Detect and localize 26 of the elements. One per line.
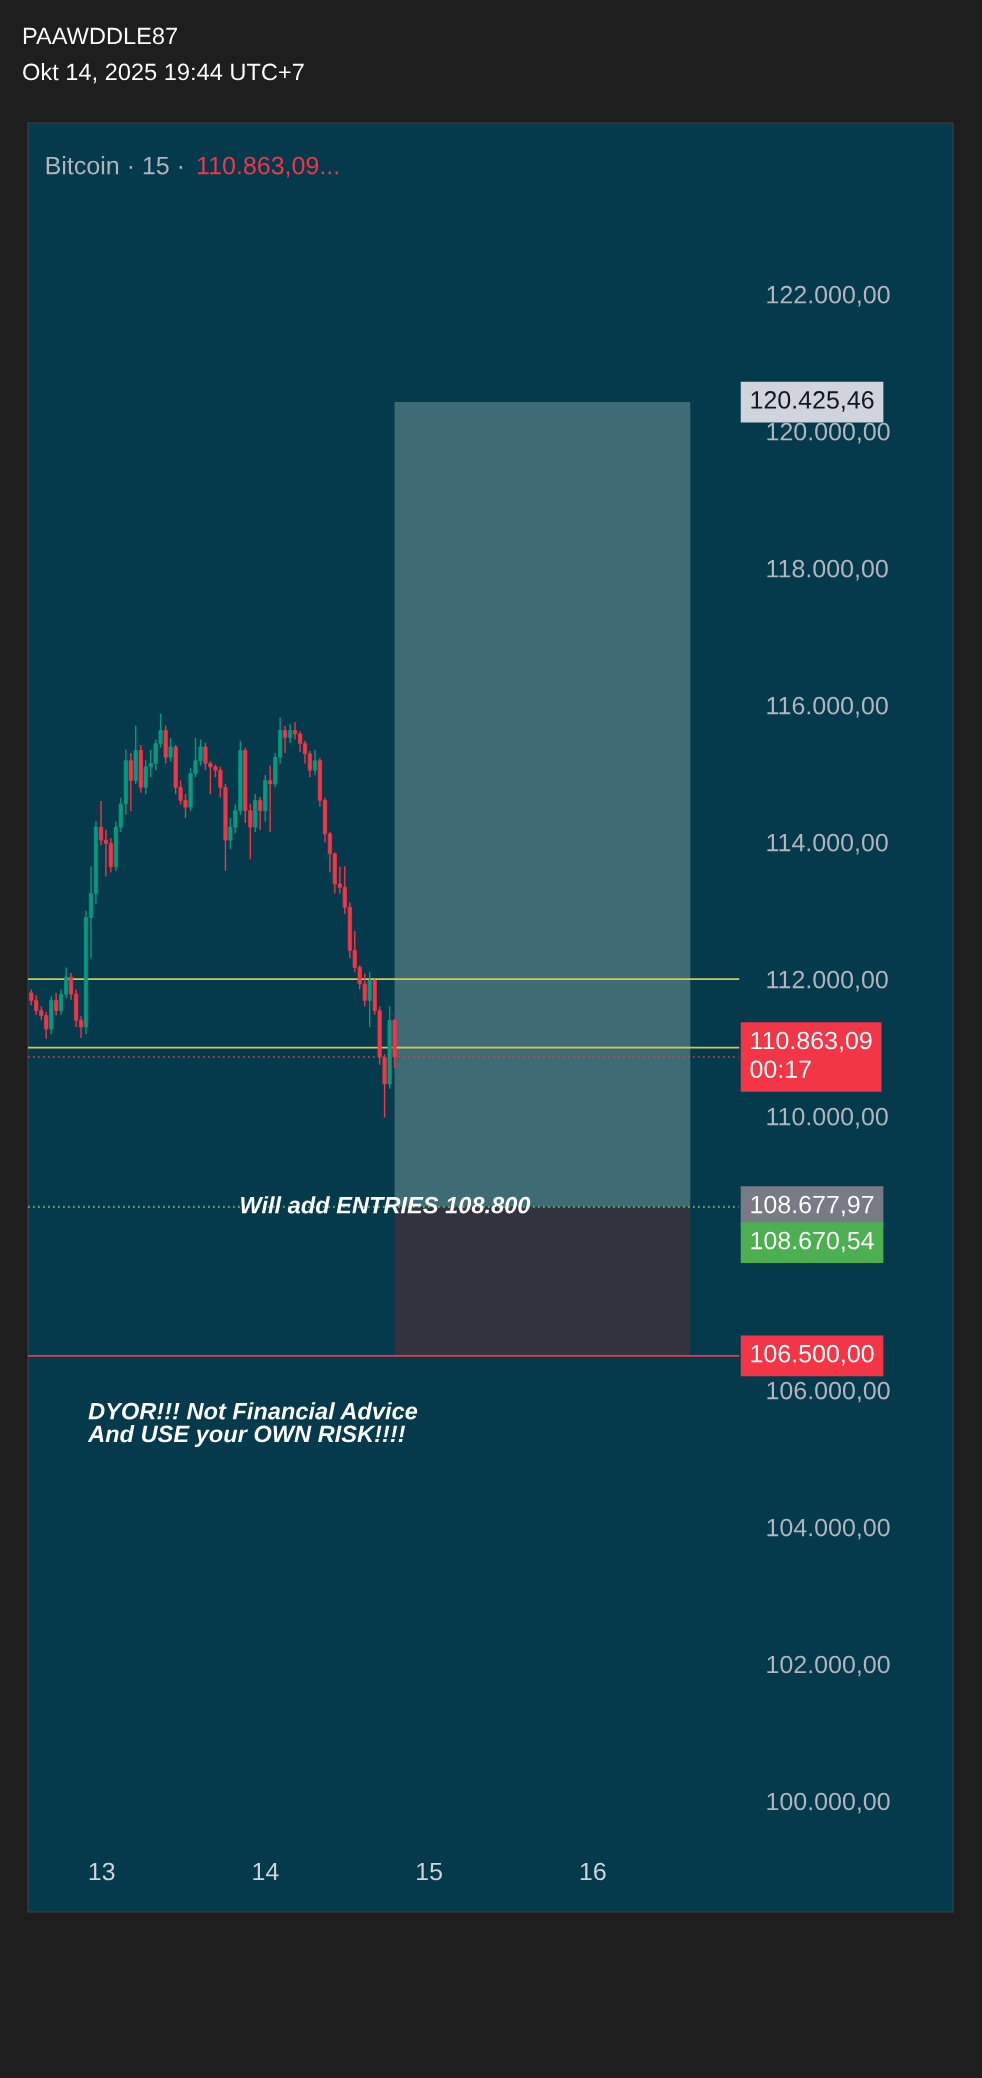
text: Okt 14, 2025 19:44 UTC+7 [23, 63, 304, 84]
y-tick-label: 118.000,00 [767, 559, 888, 581]
ref-line-label: 108.670,54 [751, 1231, 874, 1253]
text: Bitcoin · 15 · [46, 156, 183, 175]
y-tick-label: 102.000,00 [767, 1655, 890, 1677]
y-tick-label: 122.000,00 [767, 285, 890, 307]
annotation: Will add ENTRIES 108.800 [241, 1196, 531, 1214]
x-tick-label: 13 [89, 1862, 115, 1881]
y-tick-label: 114.000,00 [767, 833, 888, 855]
y-tick-label: 112.000,00 [767, 970, 888, 992]
ref-line-label: 108.677,97 [751, 1195, 874, 1217]
y-tick-label: 100.000,00 [767, 1792, 890, 1814]
annotation: 120.425,46 [751, 391, 874, 412]
y-tick-label: 104.000,00 [767, 1518, 890, 1540]
text: PAAWDDLE87 [23, 27, 177, 45]
x-tick-label: 14 [253, 1862, 279, 1881]
ref-line-label: 110.863,09 00:17 [750, 1031, 872, 1079]
x-tick-label: 15 [417, 1862, 442, 1881]
x-tick-label: 16 [580, 1862, 606, 1881]
y-tick-label: 110.000,00 [767, 1107, 888, 1129]
annotation: DYOR!!! Not Financial Advice And USE your OWN RISK!!!! [87, 1402, 418, 1448]
y-tick-label: 106.000,00 [767, 1381, 890, 1403]
ref-line-label: 106.500,00 [751, 1344, 874, 1366]
y-tick-label: 120.000,00 [767, 422, 890, 444]
y-tick-label: 116.000,00 [767, 696, 888, 718]
text: 110.863,09... [197, 156, 338, 178]
